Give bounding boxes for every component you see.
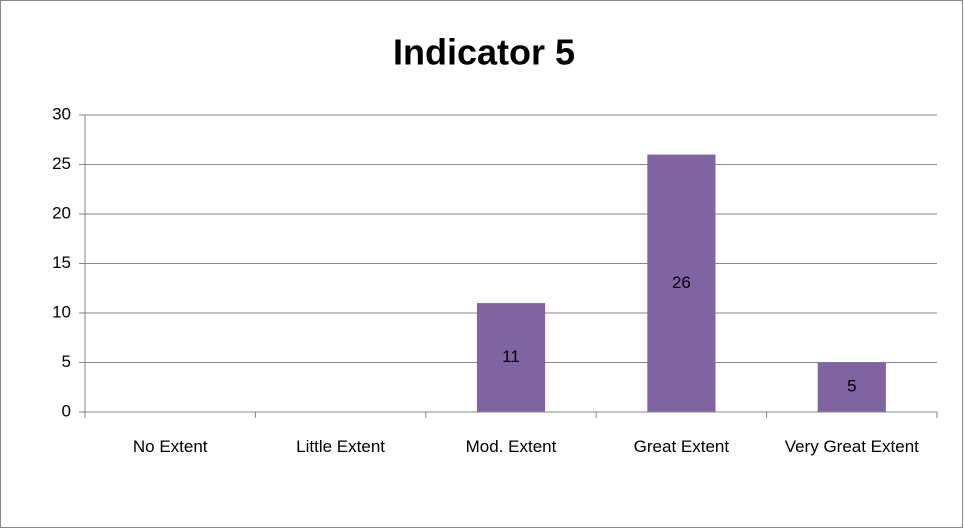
chart-title: Indicator 5 [393, 32, 575, 73]
y-tick-label: 20 [52, 203, 71, 222]
x-tick-label: Very Great Extent [784, 437, 919, 456]
bar [817, 362, 886, 412]
x-tick-label: Great Extent [633, 437, 730, 456]
x-tick-label: Mod. Extent [465, 437, 557, 456]
data-label: 5 [847, 377, 856, 396]
y-tick-label: 5 [62, 352, 71, 371]
x-tick-label: Little Extent [296, 437, 385, 456]
y-tick-label: 10 [52, 302, 71, 321]
bar [647, 154, 716, 412]
data-label: 26 [672, 273, 691, 292]
y-tick-label: 0 [62, 401, 71, 420]
bar [476, 303, 546, 412]
y-tick-label: 30 [52, 104, 71, 123]
x-tick-label: No Extent [132, 437, 208, 456]
y-tick-label: 15 [52, 253, 71, 272]
y-tick-label: 25 [52, 154, 71, 173]
data-label: 11 [502, 347, 520, 366]
